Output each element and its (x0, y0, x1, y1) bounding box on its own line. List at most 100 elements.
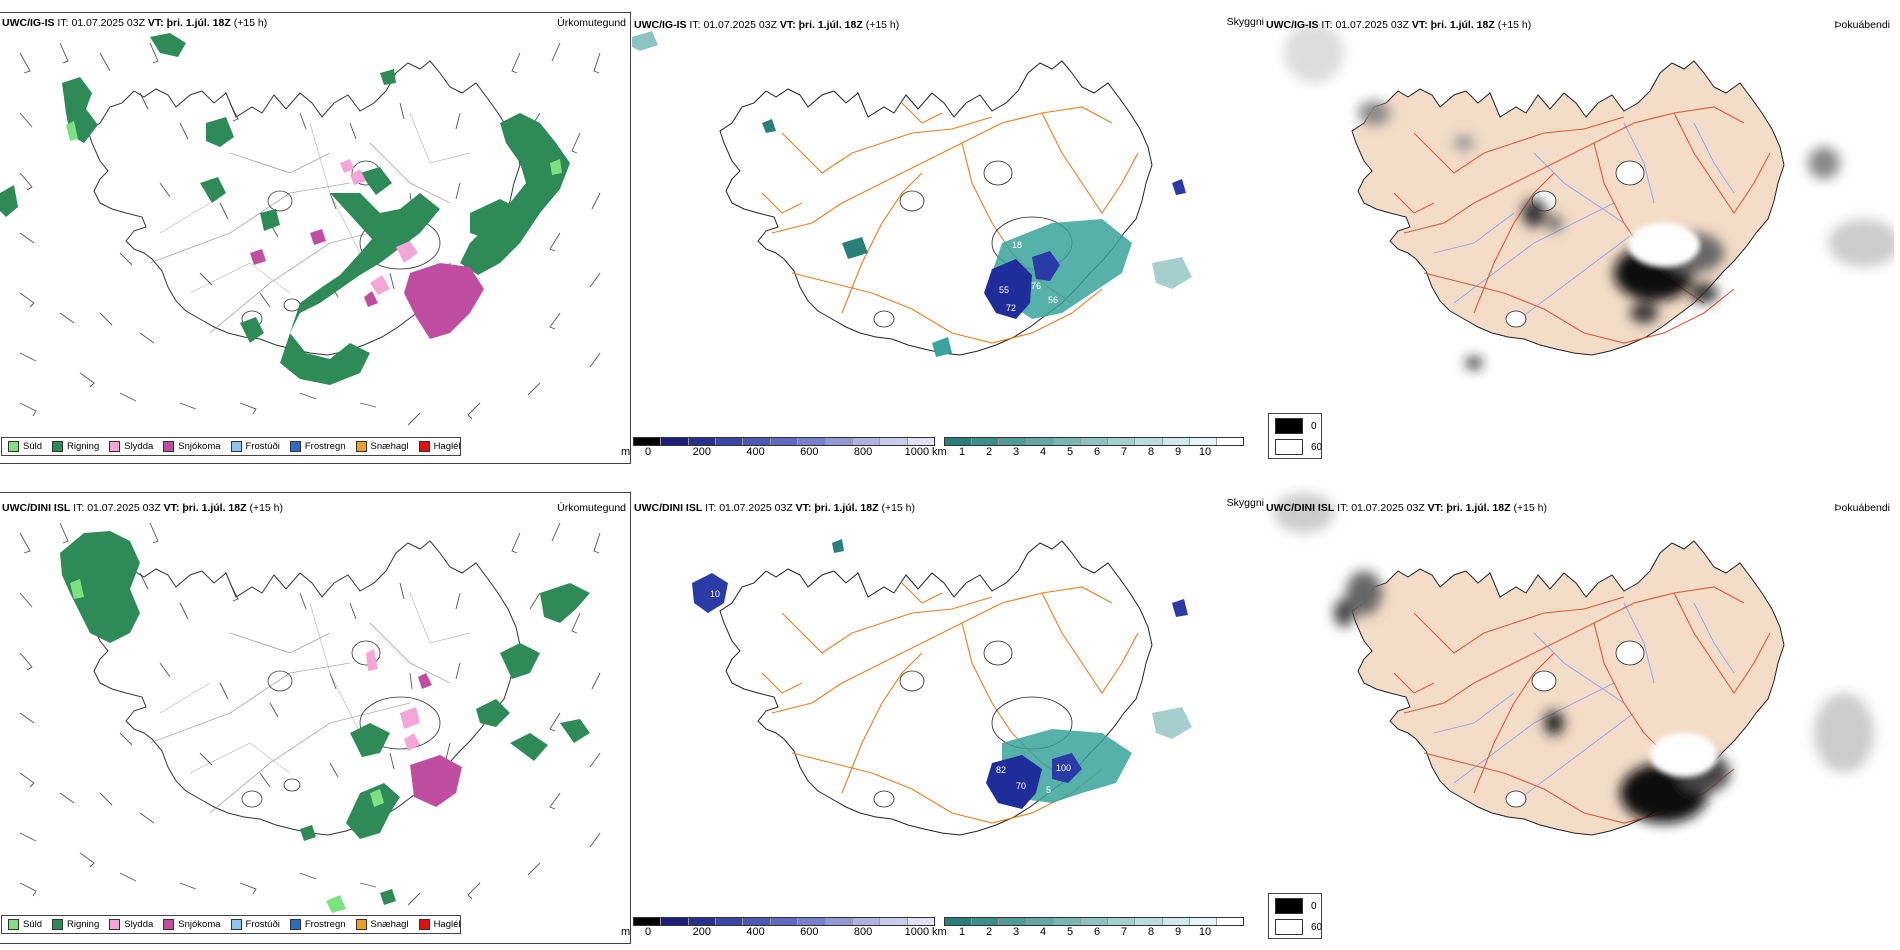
colorbar-swatch (743, 918, 771, 925)
cbar-visibility-row (944, 437, 1244, 446)
colorbar-tick-label: 1000 (904, 926, 930, 938)
colorbar-tick-label: 600 (800, 926, 819, 938)
legend-item: Slydda (109, 441, 153, 452)
legend-item: Rigning (52, 441, 99, 452)
colorbar-tick-label: 9 (1174, 446, 1182, 458)
legend-item: Haglél (418, 919, 461, 930)
colorbar-swatch (1162, 438, 1190, 445)
colorbar-swatch (770, 918, 799, 925)
field-name: Þokuábendi (1834, 19, 1890, 31)
colorbar-swatch (1189, 918, 1217, 925)
fog-legend-item: 0 (1275, 898, 1317, 914)
colorbar-tick-label: 1000 (904, 446, 930, 458)
colorbar-swatch (907, 438, 934, 445)
legend-item: Frostúði (230, 441, 280, 452)
colorbar-swatch (1026, 438, 1054, 445)
visibility-map (632, 31, 1192, 357)
colorbar-tick-label: 5 (1066, 446, 1074, 458)
panel-header: UWC/IG-IS IT: 01.07.2025 03Z VT: þri. 1.… (634, 19, 900, 31)
cbar-visibility-row (944, 917, 1244, 926)
colorbar-swatch (1026, 918, 1054, 925)
precip-legend: Súld Rigning Slydda Snjókoma Frostúði Fr… (1, 437, 461, 456)
colorbar-tick-label: 800 (853, 446, 873, 458)
colorbar-swatch (1053, 438, 1081, 445)
colorbar-tick-label: 7 (1120, 926, 1128, 938)
colorbar-tick-label: 600 (800, 446, 819, 458)
colorbar-swatch (634, 438, 662, 445)
colorbar-swatch (634, 918, 662, 925)
field-name: Þokuábendi (1834, 502, 1890, 514)
colorbar-swatch (945, 438, 973, 445)
colorbar-swatch (1108, 918, 1136, 925)
legend-item: Rigning (52, 919, 99, 930)
fog-map (1264, 480, 1894, 950)
colorbar-swatch (688, 438, 717, 445)
panel-header: UWC/DINI ISL IT: 01.07.2025 03Z VT: þri.… (634, 502, 916, 514)
colorbar-swatch (716, 918, 744, 925)
colorbar-tick-label: 7 (1120, 446, 1128, 458)
colorbar-unit: m (621, 926, 631, 938)
colorbar-tick-label: 8 (1147, 446, 1155, 458)
colorbar-tick-label: 200 (692, 926, 712, 938)
colorbar-swatch (880, 918, 908, 925)
colorbar-swatch (999, 918, 1027, 925)
colorbar-tick-label: 1 (958, 446, 966, 458)
colorbar-unit: m (621, 446, 631, 458)
legend-item: Súld (8, 919, 42, 930)
colorbar-tick-label: 10 (1198, 446, 1212, 458)
cbar-visibility-labels: km 1 2 3 4 5 6 7 8 9 10 (932, 446, 1244, 458)
field-name: Úrkomutegund (557, 17, 626, 29)
colorbar-swatch (688, 918, 717, 925)
fog-legend: 0 60 (1268, 893, 1322, 939)
colorbar-unit: km (932, 446, 947, 458)
cloud-base-colorbar: m 0 200 400 600 800 1000 (621, 437, 935, 458)
visibility-colorbar: km 1 2 3 4 5 6 7 8 9 10 (932, 917, 1244, 938)
cbar-cloud-base-labels: m 0 200 400 600 800 1000 (621, 446, 935, 458)
precip-map (0, 33, 601, 426)
colorbar-tick-label: 9 (1174, 926, 1182, 938)
colorbar-swatch (880, 438, 908, 445)
colorbar-tick-label: 800 (853, 926, 873, 938)
visibility-map (692, 539, 1192, 950)
colorbar-swatch (1189, 438, 1217, 445)
colorbar-swatch (945, 918, 973, 925)
colorbar-swatch (770, 438, 799, 445)
panel-precip-type-row1: UWC/IG-IS IT: 01.07.2025 03Z VT: þri. 1.… (0, 12, 631, 464)
colorbar-swatch (1080, 438, 1109, 445)
cbar-cloud-base-row (633, 437, 935, 446)
colorbar-tick-label: 200 (692, 446, 712, 458)
legend-item: Frostregn (289, 441, 346, 452)
colorbar-swatch (1135, 918, 1163, 925)
colorbar-swatch (1053, 918, 1081, 925)
precip-map (19, 522, 601, 913)
colorbar-tick-label: 2 (985, 926, 993, 938)
panel-header: UWC/IG-IS IT: 01.07.2025 03Z VT: þri. 1.… (1266, 19, 1532, 31)
fog-legend: 0 60 (1268, 413, 1322, 459)
panel-header: UWC/IG-IS IT: 01.07.2025 03Z VT: þri. 1.… (2, 17, 268, 29)
cbar-visibility-labels: km 1 2 3 4 5 6 7 8 9 10 (932, 926, 1244, 938)
colorbar-swatch (825, 918, 853, 925)
colorbar-swatch (972, 438, 1000, 445)
colorbar-tick-label: 4 (1039, 926, 1047, 938)
colorbar-tick-label: 400 (746, 926, 765, 938)
colorbar-swatch (743, 438, 771, 445)
colorbar-swatch (661, 438, 689, 445)
panel-header: UWC/DINI ISL IT: 01.07.2025 03Z VT: þri.… (2, 502, 284, 514)
colorbar-swatch (999, 438, 1027, 445)
colorbar-swatch (1135, 438, 1163, 445)
legend-item: Haglél (418, 441, 461, 452)
colorbar-tick-label: 400 (746, 446, 765, 458)
colorbar-tick-label: 10 (1198, 926, 1212, 938)
colorbar-swatch (716, 438, 744, 445)
field-name: Skyggni (1226, 497, 1264, 509)
colorbar-swatch (1108, 438, 1136, 445)
colorbar-unit: km (932, 926, 947, 938)
colorbar-swatch (825, 438, 853, 445)
fog-legend-item: 60 (1275, 919, 1322, 935)
colorbar-tick-label: 1 (958, 926, 966, 938)
legend-item: Frostregn (289, 919, 346, 930)
panel-fog-row1: UWC/IG-IS IT: 01.07.2025 03Z VT: þri. 1.… (1264, 0, 1894, 470)
panel-visibility-row1: UWC/IG-IS IT: 01.07.2025 03Z VT: þri. 1.… (621, 0, 1264, 470)
legend-item: Frostúði (230, 919, 280, 930)
colorbar-swatch (972, 918, 1000, 925)
